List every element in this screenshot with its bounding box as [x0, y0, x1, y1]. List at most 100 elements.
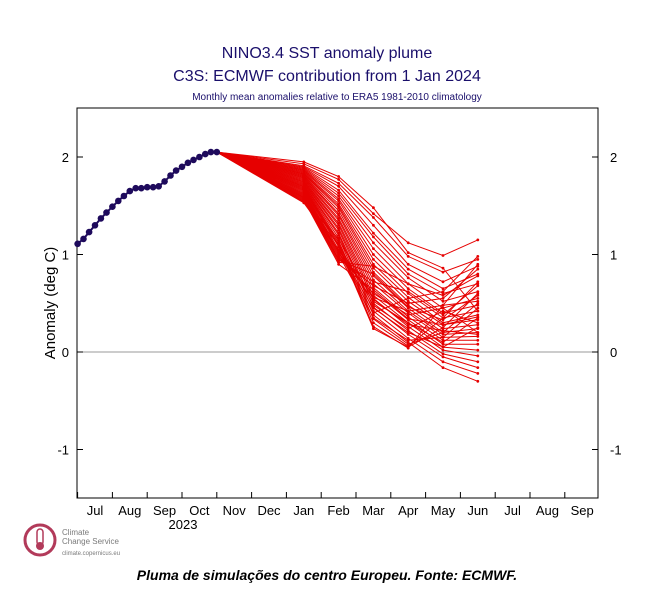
forecast-point: [406, 297, 410, 300]
x-tick-label: May: [431, 503, 456, 518]
forecast-point: [476, 238, 480, 242]
forecast-point: [441, 352, 445, 356]
forecast-point: [337, 206, 340, 210]
forecast-point: [441, 290, 445, 293]
forecast-point: [406, 251, 410, 255]
forecast-point: [441, 360, 445, 364]
forecast-point: [441, 336, 445, 339]
observed-point: [143, 183, 151, 191]
forecast-point: [372, 264, 375, 268]
observed-series: [74, 148, 221, 248]
forecast-point: [406, 299, 410, 303]
forecast-point: [406, 272, 410, 276]
forecast-point: [441, 280, 445, 284]
forecast-point: [441, 299, 445, 303]
forecast-point: [372, 223, 375, 227]
observed-point: [85, 228, 93, 236]
chart-title: NINO3.4 SST anomaly plume: [222, 45, 433, 62]
x-tick-label: Jul: [87, 503, 104, 518]
forecast-point: [372, 235, 375, 239]
forecast-point: [476, 306, 480, 310]
y-tick-label-left: -1: [57, 443, 69, 458]
forecast-point: [337, 175, 340, 178]
forecast-point: [406, 309, 410, 313]
plot-border: [76, 107, 599, 499]
x-tick-label: Jun: [467, 503, 488, 518]
observed-point: [80, 235, 87, 243]
forecast-point: [441, 303, 445, 307]
forecast-point: [337, 214, 340, 217]
x-tick-label: Oct: [189, 503, 210, 518]
forecast-point: [406, 305, 410, 309]
observed-point: [207, 148, 215, 156]
forecast-point: [476, 333, 480, 336]
forecast-point: [406, 290, 410, 293]
forecast-point: [441, 348, 445, 352]
observed-point: [202, 150, 209, 158]
forecast-point: [476, 338, 480, 342]
forecast-point: [441, 345, 445, 349]
forecast-point: [476, 335, 480, 338]
forecast-point: [476, 255, 480, 258]
forecast-point: [372, 253, 375, 256]
chart-subtitle: C3S: ECMWF contribution from 1 Jan 2024: [173, 68, 481, 85]
x-tick-label: Aug: [536, 503, 559, 518]
observed-point: [172, 167, 180, 174]
forecast-point: [476, 309, 480, 313]
forecast-point: [406, 323, 410, 327]
forecast-point: [441, 306, 445, 310]
copernicus-logo: Climate Change Service climate.copernicu…: [22, 520, 152, 560]
y-axis-label: Anomaly (deg C): [42, 247, 59, 360]
observed-point: [190, 156, 197, 164]
observed-point: [115, 197, 122, 205]
chart-note: Monthly mean anomalies relative to ERA5 …: [192, 92, 482, 103]
y-tick-label-left: 0: [62, 345, 69, 360]
y-tick-label-right: 1: [610, 248, 617, 263]
forecast-point: [372, 292, 375, 295]
x-tick-label: Dec: [257, 503, 281, 518]
observed-point: [74, 240, 81, 248]
forecast-plume: [216, 151, 480, 383]
plot-area: [76, 107, 599, 499]
forecast-point: [372, 247, 375, 251]
forecast-point: [372, 311, 375, 315]
forecast-point: [337, 233, 340, 237]
observed-point: [120, 192, 128, 200]
forecast-point: [337, 191, 340, 195]
forecast-point: [406, 282, 410, 286]
y-tick-label-right: 0: [610, 345, 617, 360]
forecast-point: [406, 262, 410, 266]
x-tick-label: Mar: [362, 503, 385, 518]
forecast-point: [372, 258, 375, 261]
forecast-point: [337, 188, 340, 192]
observed-point: [184, 159, 192, 167]
forecast-point: [476, 267, 480, 271]
y-tick-label-left: 1: [62, 248, 69, 263]
forecast-point: [372, 298, 375, 301]
forecast-point: [406, 313, 410, 317]
logo-line1: Climate: [62, 528, 90, 537]
forecast-point: [337, 181, 340, 185]
forecast-point: [441, 313, 445, 317]
forecast-point: [302, 201, 306, 205]
forecast-point: [337, 237, 340, 241]
forecast-point: [406, 331, 410, 334]
forecast-point: [372, 321, 375, 325]
forecast-point: [441, 294, 445, 297]
forecast-point: [441, 355, 445, 359]
forecast-point: [337, 243, 340, 247]
forecast-point: [337, 184, 340, 188]
logo-icon: [23, 523, 57, 557]
forecast-point: [476, 342, 480, 346]
nino-plume-chart: NINO3.4 SST anomaly plume C3S: ECMWF con…: [42, 45, 622, 532]
y-tick-label-right: -1: [610, 443, 622, 458]
forecast-point: [406, 276, 410, 280]
year-label: 2023: [169, 517, 198, 532]
observed-point: [167, 172, 174, 179]
forecast-point: [406, 241, 410, 245]
forecast-point: [441, 340, 445, 344]
forecast-point: [441, 323, 445, 327]
forecast-point: [476, 315, 480, 319]
forecast-point: [337, 178, 340, 181]
forecast-point: [372, 288, 375, 291]
